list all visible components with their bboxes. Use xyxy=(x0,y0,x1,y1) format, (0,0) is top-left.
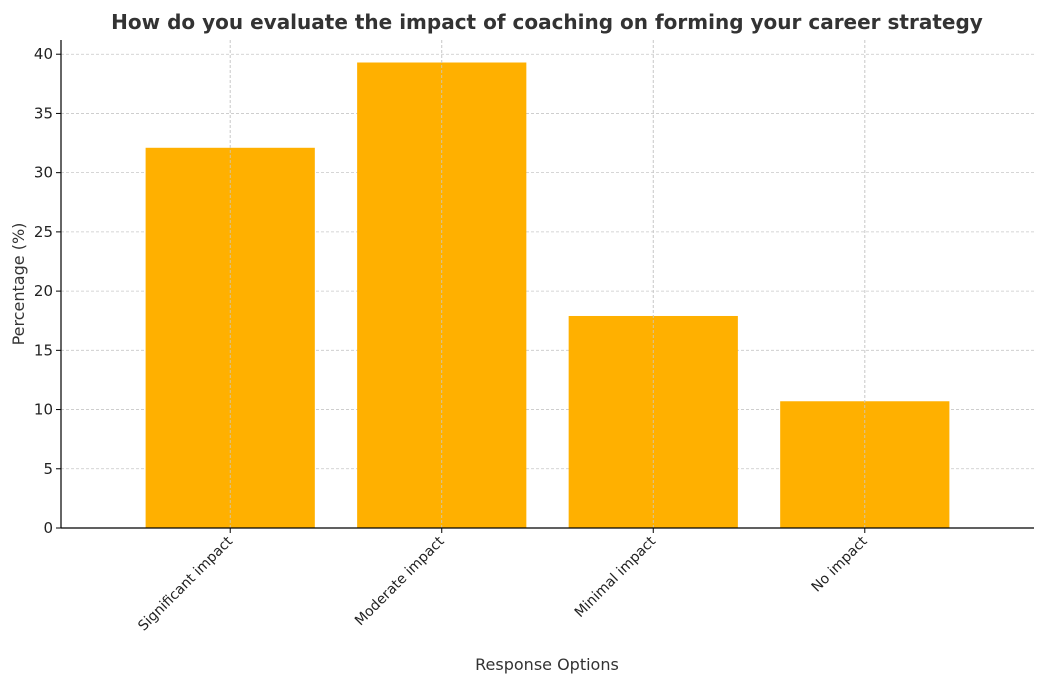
x-tick-label: No impact xyxy=(809,533,871,595)
chart-title: How do you evaluate the impact of coachi… xyxy=(111,10,983,34)
ticks-layer xyxy=(56,53,866,533)
y-tick-label: 10 xyxy=(34,401,53,419)
y-tick-label: 5 xyxy=(43,460,53,478)
y-tick-label: 0 xyxy=(43,519,53,537)
y-tick-label: 35 xyxy=(34,104,53,122)
y-tick-label: 15 xyxy=(34,341,53,359)
x-axis-label: Response Options xyxy=(475,655,619,674)
x-tick-label: Minimal impact xyxy=(572,533,660,621)
x-tick-label: Significant impact xyxy=(135,533,236,634)
y-tick-label: 30 xyxy=(34,164,53,182)
y-tick-label: 20 xyxy=(34,282,53,300)
y-tick-label: 40 xyxy=(34,45,53,63)
y-axis-label: Percentage (%) xyxy=(9,223,28,346)
axes-layer xyxy=(60,40,1034,529)
x-tick-label: Moderate impact xyxy=(352,533,448,629)
y-tick-label: 25 xyxy=(34,223,53,241)
bars-layer xyxy=(145,40,950,529)
